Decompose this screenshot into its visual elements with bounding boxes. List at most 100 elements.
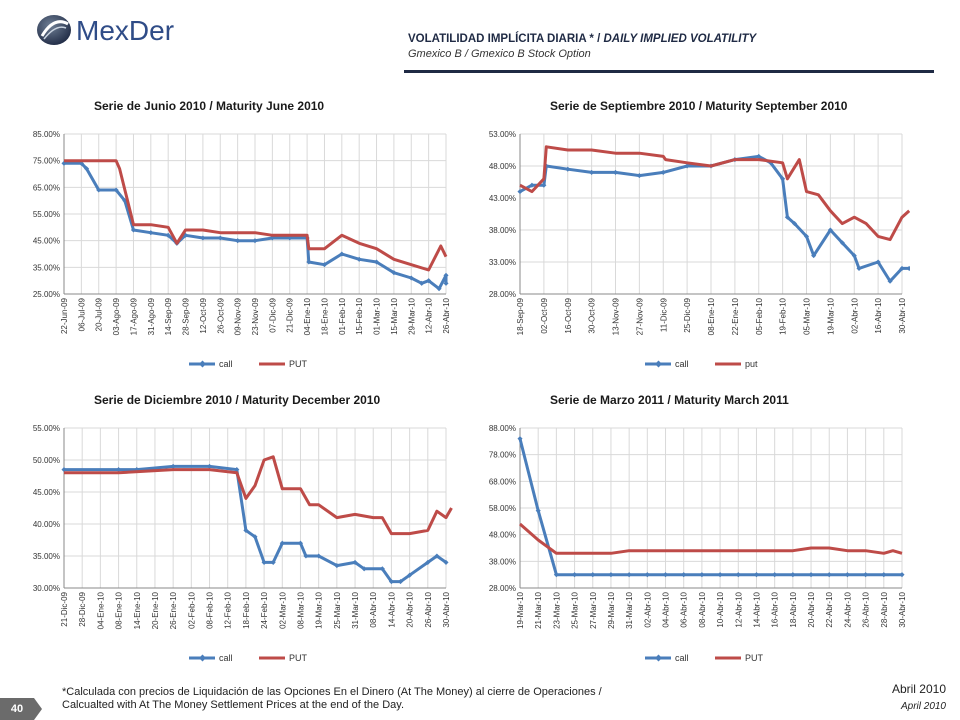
page-title-en: DAILY IMPLIED VOLATILITY	[603, 33, 757, 45]
y-tick-label: 50.00%	[33, 456, 60, 465]
data-point-call	[148, 230, 154, 236]
x-tick-label: 20-Abr-10	[807, 591, 816, 627]
x-tick-label: 02-Mar-10	[278, 591, 287, 628]
legend-label-call: call	[675, 653, 689, 663]
data-point-call	[165, 232, 171, 238]
x-tick-label: 30-Abr-10	[898, 591, 907, 627]
x-tick-label: 02-Abr-10	[643, 591, 652, 627]
y-tick-label: 53.00%	[489, 130, 516, 139]
y-tick-label: 28.00%	[489, 290, 516, 299]
x-tick-label: 01-Mar-10	[373, 297, 382, 334]
x-tick-label: 22-Abr-10	[825, 591, 834, 627]
x-tick-label: 24-Abr-10	[843, 591, 852, 627]
x-tick-label: 18-Abr-10	[789, 591, 798, 627]
x-tick-label: 18-Ene-10	[320, 297, 329, 335]
data-point-call	[644, 572, 650, 578]
data-point-call	[772, 572, 778, 578]
data-point-call	[899, 265, 905, 271]
data-point-call	[636, 173, 642, 179]
chart-title: Serie de Septiembre 2010 / Maturity Sept…	[550, 99, 848, 113]
legend-label-put: PUT	[289, 359, 308, 369]
x-tick-label: 19-Mar-10	[315, 591, 324, 628]
data-point-call	[784, 214, 790, 220]
x-tick-label: 31-Mar-10	[625, 591, 634, 628]
y-tick-label: 40.00%	[33, 520, 60, 529]
legend-marker-call	[654, 654, 663, 662]
x-tick-label: 22-Jun-09	[60, 297, 69, 334]
footer-month-en: April 2010	[900, 701, 946, 712]
x-tick-label: 27-Mar-10	[589, 591, 598, 628]
x-tick-label: 18-Sep-09	[516, 297, 525, 335]
data-point-call	[753, 572, 760, 578]
x-tick-label: 10-Abr-10	[716, 591, 725, 627]
x-tick-label: 30-Oct-09	[588, 297, 597, 333]
x-tick-label: 26-Ene-10	[169, 591, 178, 629]
y-tick-label: 38.00%	[489, 226, 516, 235]
data-point-call	[803, 233, 810, 239]
chart-svg: Serie de Diciembre 2010 / Maturity Decem…	[33, 393, 453, 663]
x-tick-label: 31-Ago-09	[147, 297, 156, 335]
x-tick-label: 04-Ene-10	[303, 297, 312, 335]
page-title: VOLATILIDAD IMPLÍCITA DIARIA * / DAILY I…	[408, 33, 756, 45]
x-tick-label: 14-Abr-10	[752, 591, 761, 627]
x-tick-label: 29-Mar-10	[607, 591, 616, 628]
data-point-call	[660, 169, 666, 175]
y-tick-label: 28.00%	[489, 584, 516, 593]
x-tick-label: 03-Ago-09	[112, 297, 121, 335]
legend-label-put: put	[745, 359, 758, 369]
data-point-call	[541, 182, 547, 188]
y-tick-label: 65.00%	[33, 183, 60, 192]
data-point-call	[906, 265, 910, 271]
x-tick-label: 26-Abr-10	[442, 297, 451, 333]
x-tick-label: 21-Dic-09	[286, 297, 295, 332]
x-tick-label: 30-Abr-10	[898, 297, 907, 333]
y-tick-label: 33.00%	[489, 258, 516, 267]
y-tick-label: 75.00%	[33, 157, 60, 166]
x-tick-label: 20-Ene-10	[151, 591, 160, 629]
chart-title: Serie de Junio 2010 / Maturity June 2010	[94, 99, 324, 113]
data-point-call	[717, 572, 723, 578]
x-tick-label: 29-Mar-10	[407, 297, 416, 334]
x-tick-label: 02-Feb-10	[187, 591, 196, 628]
x-tick-label: 13-Nov-09	[612, 297, 621, 335]
x-tick-label: 30-Abr-10	[442, 591, 451, 627]
data-point-call	[356, 256, 362, 262]
y-tick-label: 78.00%	[489, 451, 516, 460]
data-point-call	[235, 238, 241, 244]
data-point-call	[130, 227, 137, 233]
data-point-call	[517, 436, 523, 442]
x-tick-label: 19-Mar-10	[826, 297, 835, 334]
x-tick-label: 02-Abr-10	[850, 297, 859, 333]
x-tick-label: 04-Ene-10	[96, 591, 105, 629]
y-tick-label: 55.00%	[33, 210, 60, 219]
data-point-call	[808, 572, 814, 578]
data-point-call	[626, 572, 632, 578]
x-tick-label: 05-Feb-10	[755, 297, 764, 334]
chart-svg: Serie de Marzo 2011 / Maturity March 201…	[489, 393, 907, 663]
x-tick-label: 14-Ene-10	[133, 591, 142, 629]
x-tick-label: 04-Abr-10	[662, 591, 671, 627]
legend-label-put: PUT	[745, 653, 764, 663]
data-point-call	[612, 169, 619, 175]
chart-september-2010: Serie de Septiembre 2010 / Maturity Sept…	[470, 88, 910, 378]
legend-marker-call	[654, 360, 663, 368]
x-tick-label: 21-Mar-10	[534, 591, 543, 628]
page-title-es: VOLATILIDAD IMPLÍCITA DIARIA * /	[408, 33, 604, 45]
x-tick-label: 21-Dic-09	[60, 591, 69, 626]
x-tick-label: 08-Feb-10	[206, 591, 215, 628]
x-tick-label: 14-Abr-10	[387, 591, 396, 627]
y-tick-label: 68.00%	[489, 477, 516, 486]
y-tick-label: 55.00%	[33, 424, 60, 433]
x-tick-label: 02-Oct-09	[540, 297, 549, 333]
legend-label-call: call	[219, 359, 233, 369]
x-tick-label: 28-Abr-10	[880, 591, 889, 627]
data-point-call	[572, 572, 578, 578]
x-tick-label: 11-Dic-09	[659, 297, 668, 332]
y-tick-label: 30.00%	[33, 584, 60, 593]
x-tick-label: 14-Sep-09	[164, 297, 173, 335]
chart-svg: Serie de Junio 2010 / Maturity June 2010…	[33, 99, 451, 369]
y-tick-label: 48.00%	[489, 162, 516, 171]
y-tick-label: 45.00%	[33, 237, 60, 246]
data-point-call	[844, 572, 850, 578]
x-tick-label: 17-Ago-09	[129, 297, 138, 335]
